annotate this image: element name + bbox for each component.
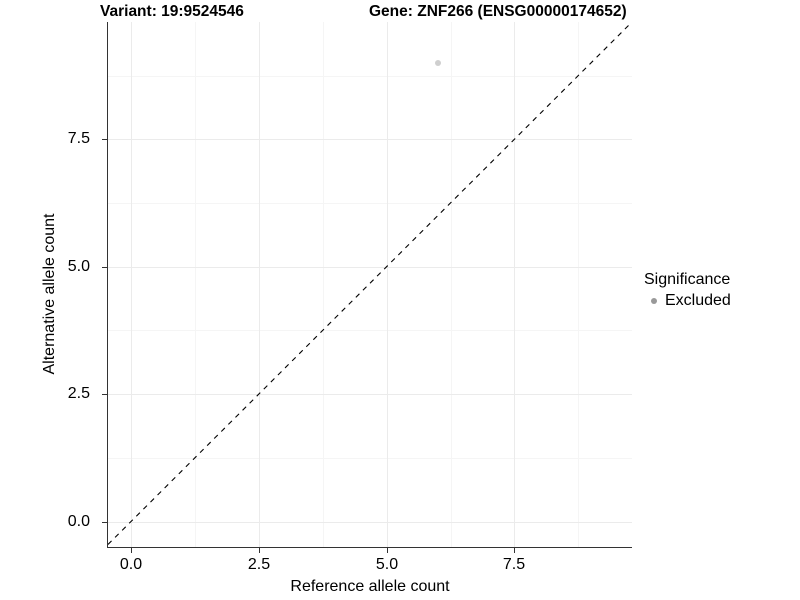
x-tick [514,548,516,553]
gridline-h [108,522,632,523]
gridline-h [108,330,632,331]
legend-item-label: Excluded [665,292,731,309]
legend-item[interactable]: Excluded [644,291,794,311]
x-tick-label: 2.5 [247,556,271,573]
x-tick [387,548,389,553]
gridline-v [387,22,388,547]
gridline-v [259,22,260,547]
x-tick-label: 7.5 [502,556,526,573]
legend-dot-icon [644,291,664,311]
x-tick-label: 5.0 [375,556,399,573]
x-tick [259,548,261,553]
x-tick [131,548,133,553]
y-tick [102,522,107,524]
y-axis-line [107,22,109,547]
y-axis-label: Alternative allele count [41,213,58,375]
y-tick-label: 7.5 [67,130,90,147]
y-tick [102,267,107,269]
gridline-h [108,394,632,395]
variant-title: Variant: 19:9524546 [100,3,244,20]
gene-title: Gene: ZNF266 (ENSG00000174652) [369,3,627,20]
x-axis-label: Reference allele count [290,578,450,595]
gridline-h [108,458,632,459]
gridline-v [131,22,132,547]
gridline-v [195,22,196,547]
y-tick [102,139,107,141]
gridline-v [514,22,515,547]
x-axis-line [107,547,632,549]
gridline-v [578,22,579,547]
x-tick-label: 0.0 [119,556,143,573]
plot-panel [108,22,632,547]
y-tick [102,394,107,396]
y-tick-label: 0.0 [67,513,90,530]
legend-title: Significance [644,271,731,288]
gridline-v [323,22,324,547]
legend-items: Excluded [644,291,794,311]
gridline-h [108,139,632,140]
y-tick-label: 2.5 [67,385,90,402]
gridline-v [451,22,452,547]
gridline-h [108,203,632,204]
identity-reference-line [108,22,632,547]
y-tick-label: 5.0 [67,258,90,275]
gridline-h [108,76,632,77]
legend: Significance Excluded [644,270,794,311]
data-point [434,59,441,66]
gridline-h [108,267,632,268]
